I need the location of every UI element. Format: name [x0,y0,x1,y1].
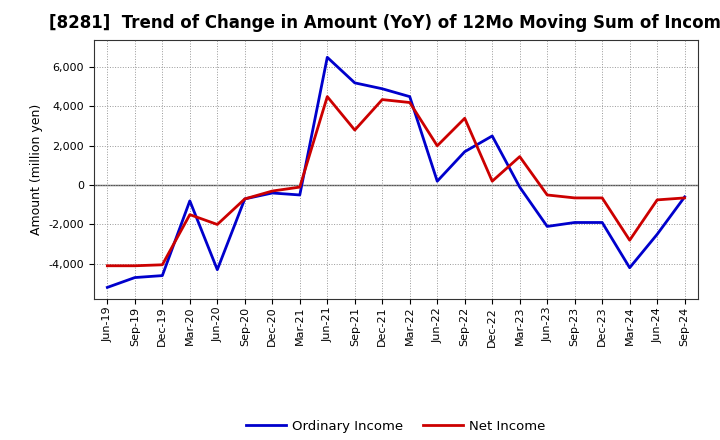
Ordinary Income [186,198,194,204]
Ordinary Income [433,179,441,184]
Ordinary Income [543,224,552,229]
Net Income [460,116,469,121]
Ordinary Income [268,191,276,196]
Net Income [680,195,689,201]
Ordinary Income [323,55,332,60]
Net Income [378,97,387,102]
Ordinary Income [570,220,579,225]
Net Income [488,179,497,184]
Net Income [158,262,166,268]
Y-axis label: Amount (million yen): Amount (million yen) [30,104,42,235]
Net Income [516,154,524,159]
Net Income [323,94,332,99]
Net Income [351,128,359,133]
Net Income [405,100,414,105]
Title: [8281]  Trend of Change in Amount (YoY) of 12Mo Moving Sum of Incomes: [8281] Trend of Change in Amount (YoY) o… [50,15,720,33]
Net Income [543,192,552,198]
Ordinary Income [653,231,662,237]
Ordinary Income [378,86,387,92]
Net Income [186,212,194,217]
Net Income [653,197,662,202]
Ordinary Income [295,192,304,198]
Ordinary Income [130,275,139,280]
Net Income [295,184,304,190]
Legend: Ordinary Income, Net Income: Ordinary Income, Net Income [241,415,551,438]
Ordinary Income [460,149,469,154]
Line: Net Income: Net Income [107,97,685,266]
Ordinary Income [516,184,524,190]
Net Income [103,263,112,268]
Ordinary Income [405,94,414,99]
Net Income [433,143,441,148]
Net Income [626,238,634,243]
Ordinary Income [488,133,497,139]
Ordinary Income [598,220,606,225]
Net Income [240,196,249,202]
Net Income [570,195,579,201]
Line: Ordinary Income: Ordinary Income [107,57,685,287]
Net Income [213,222,222,227]
Ordinary Income [103,285,112,290]
Ordinary Income [240,196,249,202]
Net Income [268,188,276,194]
Net Income [130,263,139,268]
Ordinary Income [158,273,166,278]
Ordinary Income [213,267,222,272]
Ordinary Income [351,80,359,85]
Net Income [598,195,606,201]
Ordinary Income [626,265,634,270]
Ordinary Income [680,194,689,200]
